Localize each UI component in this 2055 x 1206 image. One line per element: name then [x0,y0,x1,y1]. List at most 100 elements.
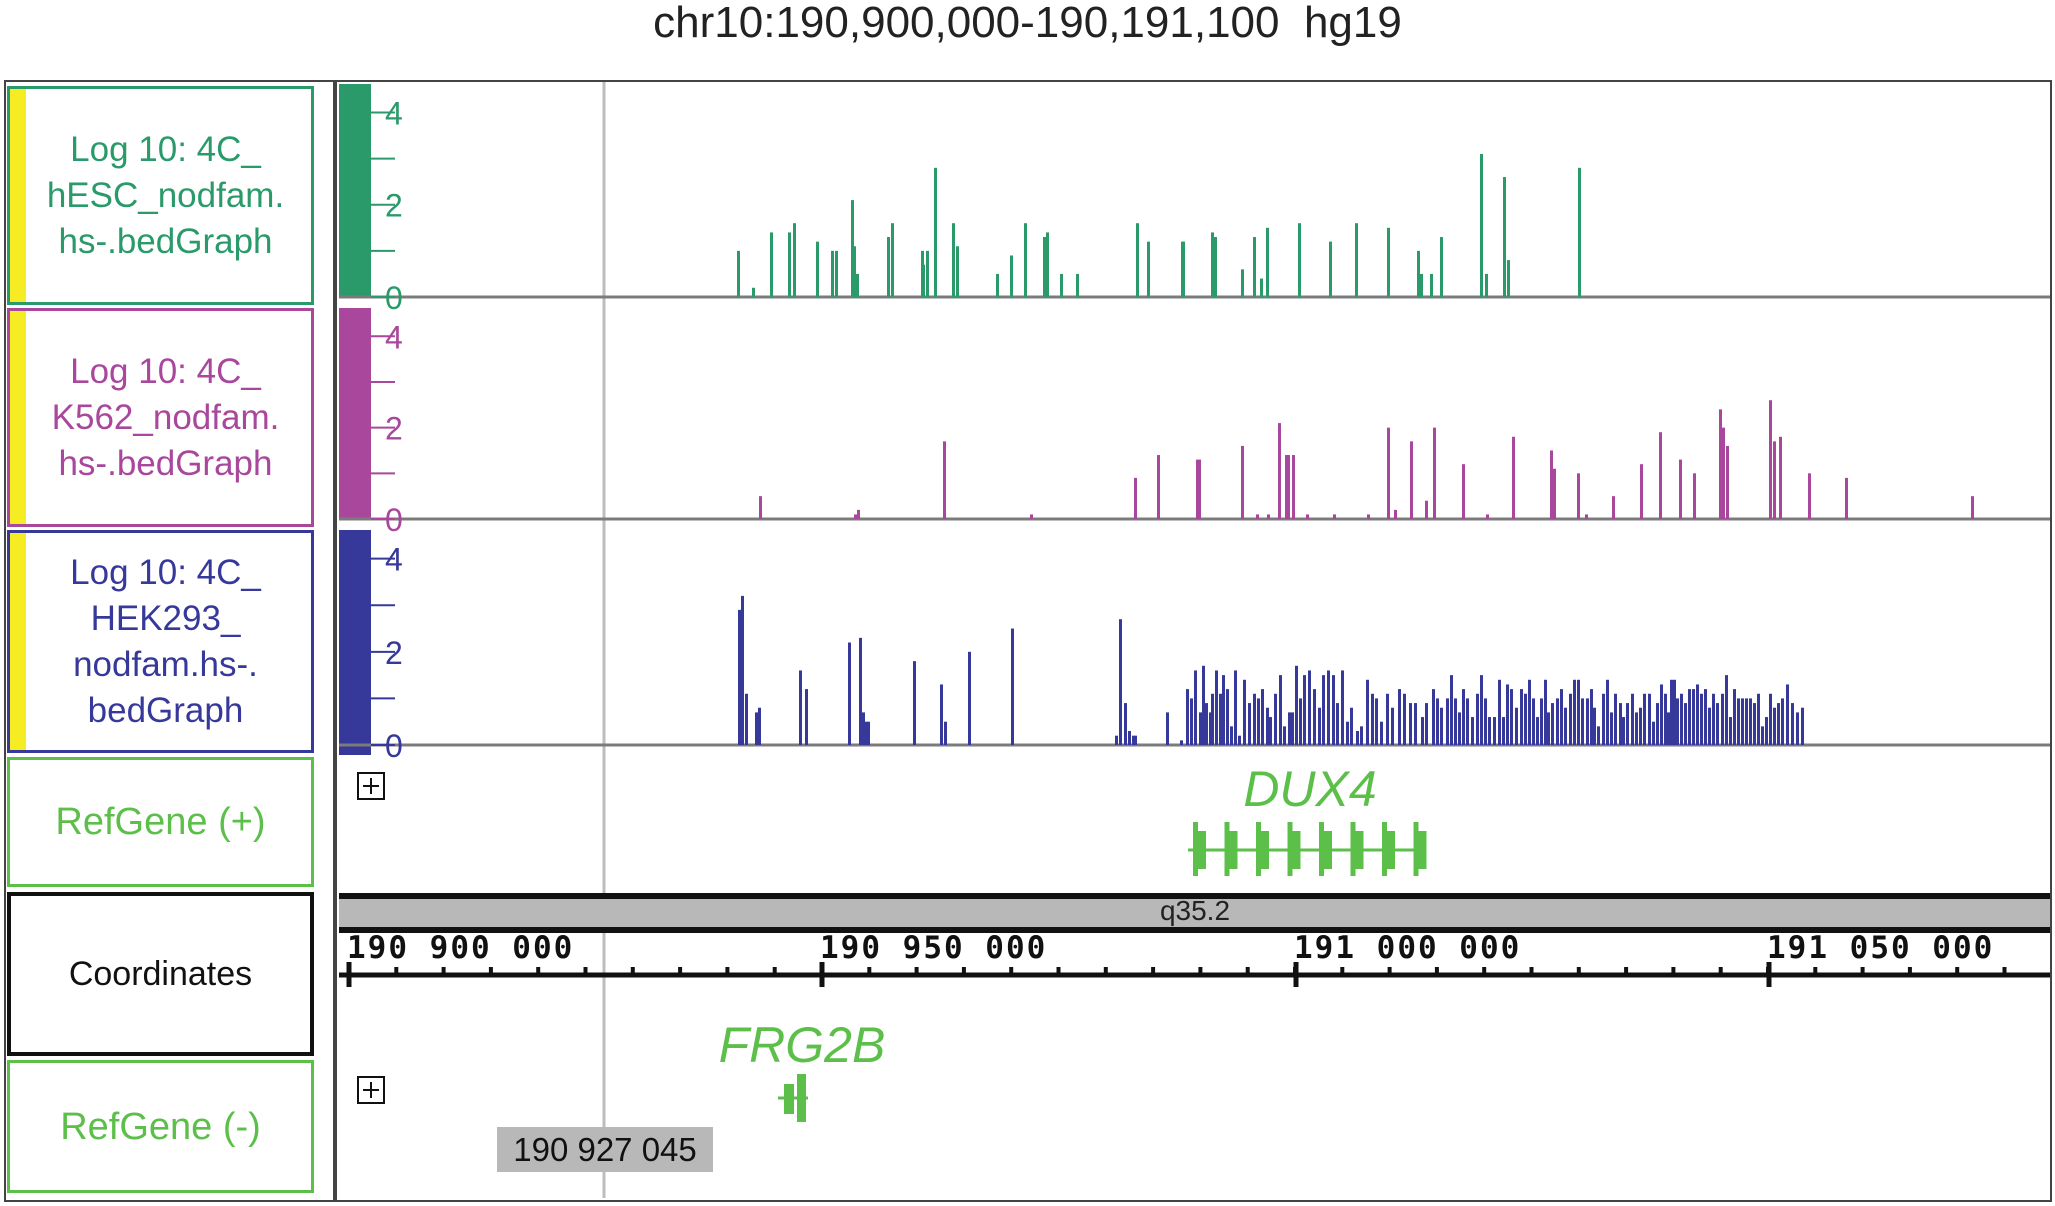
data-bar [1269,717,1272,745]
data-bar [1741,698,1744,745]
data-bar [816,241,819,297]
data-bar [1292,455,1295,519]
data-bar [1440,237,1443,297]
data-bar [1410,441,1413,519]
data-bar [1394,509,1397,519]
data-bar [1306,514,1309,519]
data-bar [862,712,865,745]
expand-refgene-minus-button[interactable] [357,1076,385,1104]
data-bar [1485,273,1488,297]
data-bar [1606,679,1609,745]
data-bar [1769,400,1772,519]
data-bar [1180,740,1183,745]
data-bar [1360,726,1363,745]
data-bar [1476,693,1479,745]
data-bar [1398,689,1401,745]
track-label-refgene-minus[interactable]: RefGene (-) [7,1060,314,1193]
track-label-refgene-plus[interactable]: RefGene (+) [7,757,314,887]
gene-dux4-exon [1387,831,1395,869]
data-bar [1295,665,1298,745]
label-column-divider [333,82,337,1200]
gene-dux4-exon [1193,822,1198,876]
data-bar [1356,731,1359,745]
gene-name-dux4[interactable]: DUX4 [1243,761,1377,817]
data-bar [1230,726,1233,745]
data-bar [1446,698,1449,745]
data-bar [1631,693,1634,745]
data-bar [1466,698,1469,745]
data-bar [1248,703,1251,745]
data-bar [996,273,999,297]
data-bar [952,223,955,297]
gene-dux4-exon [1350,822,1356,876]
track-handle[interactable] [10,89,26,302]
track-handle[interactable] [10,533,26,750]
data-bar [1211,693,1214,745]
axis-tick-label: 0 [385,728,403,764]
track-label-text: Log 10: 4C_ hESC_nodfam. hs-.bedGraph [46,129,285,261]
data-bar [943,441,946,519]
data-bar [1308,670,1311,745]
data-bar [1577,679,1580,745]
data-bar [1371,693,1374,745]
data-bar [1219,693,1222,745]
data-bar [799,670,802,745]
track-handle[interactable] [10,311,26,524]
track-label-coordinates[interactable]: Coordinates [7,892,314,1056]
data-bar [1510,689,1513,745]
gene-dux4-exon [1229,831,1238,869]
track-color-bar [339,530,371,755]
data-bar [1547,712,1550,745]
data-bar [1283,726,1286,745]
data-bar [1696,684,1699,745]
data-bar [1716,703,1719,745]
data-bar [857,509,860,519]
data-bar [1267,514,1270,519]
gene-name-frg2b[interactable]: FRG2B [718,1017,886,1073]
track-label-k562[interactable]: Log 10: 4C_ K562_nodfam. hs-.bedGraph [7,308,314,527]
data-bar [1386,693,1389,745]
genome-browser-panel [4,80,2052,1202]
gene-dux4-exon [1413,822,1419,876]
data-bar [1515,707,1518,745]
data-bar [1436,698,1439,745]
data-bar [1346,721,1349,745]
data-bar [1757,693,1760,745]
data-bar [1471,717,1474,745]
data-bar [1414,703,1417,745]
data-bar [1391,707,1394,745]
data-bar [1060,273,1063,297]
track-label-text: Log 10: 4C_ HEK293_ nodfam.hs-. bedGraph [70,552,261,730]
expand-refgene-plus-button[interactable] [357,772,385,800]
data-bar [1124,703,1127,745]
track-label-hesc[interactable]: Log 10: 4C_ hESC_nodfam. hs-.bedGraph [7,86,314,305]
data-bar [1725,675,1728,745]
data-bar [1299,698,1302,745]
data-bar [1753,703,1756,745]
data-bar [854,514,857,519]
axis-tick-label: 4 [385,542,403,578]
data-bar [1209,712,1212,745]
data-bar [934,167,937,297]
coordinate-tick-label: 190 900 000 [347,930,575,966]
data-bar [1266,227,1269,297]
data-bar [848,642,851,745]
cytoband-label: q35.2 [1159,895,1231,926]
data-bar [856,273,859,297]
data-bar [1046,232,1049,297]
data-bar [865,721,868,745]
cytoband [339,899,2050,927]
data-bar [887,237,890,297]
data-bar [1585,514,1588,519]
data-bar [1194,670,1197,745]
track-label-hek293[interactable]: Log 10: 4C_ HEK293_ nodfam.hs-. bedGraph [7,530,314,753]
data-bar [1528,679,1531,745]
data-bar [1257,698,1260,745]
data-bar [1260,278,1263,297]
data-bar [1722,427,1725,519]
data-bar [1182,241,1185,297]
data-bar [1333,514,1336,519]
data-bar [1329,241,1332,297]
data-bar [1166,712,1169,745]
